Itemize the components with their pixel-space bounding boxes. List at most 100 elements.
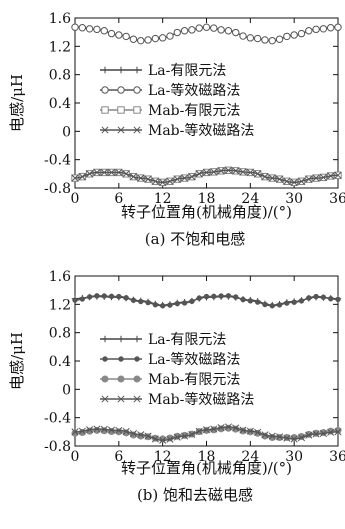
data-point [211, 293, 217, 300]
data-point [224, 166, 232, 174]
data-point [210, 168, 218, 176]
data-point [306, 295, 312, 301]
data-point [181, 432, 189, 440]
legend-marker [101, 106, 109, 114]
legend-label: Mab-等效磁路法 [148, 122, 254, 139]
data-point [283, 32, 291, 41]
legend-marker [133, 106, 141, 114]
data-point [144, 175, 152, 183]
x-tick-label: 24 [241, 449, 259, 465]
data-point [319, 173, 327, 181]
legend-marker [133, 375, 141, 383]
data-point [71, 174, 79, 182]
data-point [254, 299, 261, 305]
data-point [195, 170, 203, 178]
data-point [144, 36, 152, 44]
data-point [327, 295, 334, 302]
legend-label: La-等效磁路法 [148, 351, 240, 368]
data-point [138, 298, 144, 305]
legend-marker [134, 356, 140, 362]
data-point [218, 293, 224, 299]
data-point [151, 177, 159, 185]
data-point [166, 435, 174, 443]
data-point [334, 23, 342, 31]
series-3 [71, 166, 342, 187]
x-tick-label: 30 [285, 449, 303, 465]
x-axis-label: 转子位置角(机械角度)/(°) [121, 459, 292, 477]
data-point [166, 32, 174, 40]
data-point [71, 428, 79, 436]
data-point [232, 28, 240, 37]
data-point [93, 25, 101, 34]
data-point [115, 31, 123, 39]
legend-label: La-等效磁路法 [148, 82, 240, 99]
legend-marker [117, 106, 125, 114]
data-point [93, 425, 101, 433]
y-tick-label: 0 [62, 382, 71, 398]
data-point [202, 426, 211, 434]
y-tick-label: 0.4 [49, 96, 71, 112]
legend-marker [117, 66, 125, 74]
data-point [246, 427, 254, 435]
y-tick-label: -0.8 [44, 181, 71, 197]
data-point [239, 168, 247, 176]
chart-caption: (a) 不饱和电感 [145, 230, 245, 248]
data-point [232, 167, 240, 175]
data-point [116, 293, 122, 300]
data-point [137, 36, 145, 45]
data-point [79, 296, 86, 302]
y-axis-label: 电感/μH [8, 332, 26, 390]
legend-marker [117, 395, 125, 403]
data-point [312, 174, 320, 182]
data-point [246, 168, 254, 176]
legend-marker [133, 86, 141, 94]
x-axis-label: 转子位置角(机械角度)/(°) [121, 203, 292, 221]
x-tick-label: 18 [198, 191, 216, 207]
data-point [137, 431, 145, 439]
data-point [151, 435, 159, 443]
data-point [334, 428, 342, 436]
data-point [224, 27, 233, 35]
x-tick-label: 0 [71, 449, 80, 465]
data-point [196, 295, 202, 301]
data-point [202, 23, 211, 31]
data-point [188, 26, 196, 34]
data-point [334, 171, 342, 179]
data-point [122, 32, 130, 41]
data-point [100, 168, 108, 176]
data-point [180, 27, 189, 35]
y-tick-label: 1.6 [49, 269, 71, 285]
data-point [107, 426, 116, 434]
data-point [275, 35, 284, 43]
data-point [268, 432, 276, 440]
data-point [335, 296, 341, 303]
data-point [188, 430, 196, 439]
data-point [93, 168, 101, 176]
data-point [166, 177, 174, 185]
data-point [240, 296, 246, 303]
legend-marker [133, 66, 141, 74]
y-tick-label: 0.8 [49, 326, 71, 342]
legend-marker [117, 86, 125, 94]
data-point [72, 297, 78, 303]
legend-marker [101, 375, 109, 383]
data-point [151, 34, 160, 43]
data-point [283, 177, 291, 185]
legend-marker [133, 395, 141, 403]
legend-marker [133, 126, 141, 134]
legend-marker [101, 86, 109, 94]
legend-item: La-有限元法 [100, 63, 226, 79]
data-point [297, 29, 306, 38]
y-tick-label: -0.4 [44, 411, 71, 427]
data-point [189, 298, 195, 305]
data-point [137, 174, 145, 182]
chart-1: 0 6 12 18 24 30 36 -0.8 -0.4 0 0.4 0.8 1.2 1.6 转子位置角(机… [8, 11, 345, 248]
data-point [312, 25, 320, 34]
data-point [297, 434, 306, 442]
series-3 [71, 424, 342, 443]
data-point [225, 293, 232, 299]
data-point [78, 427, 86, 435]
data-point [290, 31, 298, 39]
legend-marker [118, 356, 124, 362]
data-point [268, 174, 276, 182]
